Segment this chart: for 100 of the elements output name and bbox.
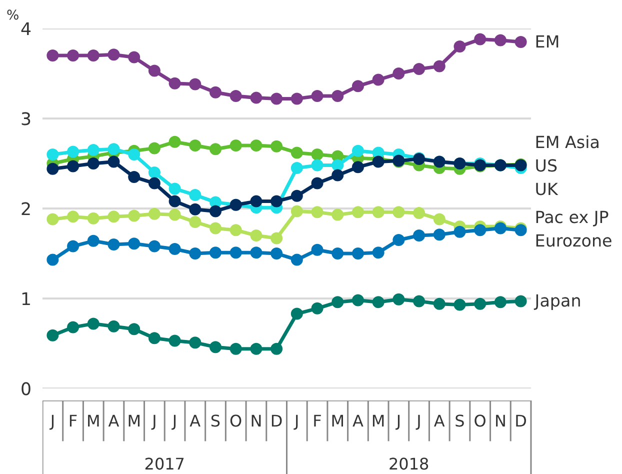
x-tick-label: M bbox=[86, 412, 100, 431]
x-tick-label: S bbox=[454, 412, 465, 431]
point bbox=[454, 226, 466, 238]
x-tick-label: M bbox=[127, 412, 141, 431]
x-tick-label: A bbox=[190, 412, 201, 431]
point bbox=[290, 254, 303, 266]
point bbox=[250, 195, 262, 208]
point bbox=[474, 33, 486, 46]
point bbox=[311, 302, 324, 314]
point bbox=[230, 342, 242, 355]
point bbox=[332, 169, 344, 182]
point bbox=[433, 228, 446, 241]
point bbox=[67, 160, 80, 172]
y-tick-label: 2 bbox=[20, 200, 32, 220]
x-tick-label: O bbox=[474, 412, 486, 431]
point bbox=[168, 136, 181, 148]
point bbox=[46, 162, 59, 175]
x-tick-label: N bbox=[494, 412, 506, 431]
x-tick-label: A bbox=[108, 412, 120, 431]
point bbox=[230, 140, 242, 152]
point bbox=[108, 320, 120, 332]
point bbox=[494, 34, 506, 46]
point bbox=[352, 161, 364, 174]
point bbox=[87, 318, 100, 330]
point bbox=[168, 243, 181, 255]
point bbox=[87, 144, 100, 156]
point bbox=[332, 90, 344, 102]
point bbox=[474, 298, 486, 310]
point bbox=[108, 156, 120, 168]
point bbox=[189, 140, 202, 152]
point bbox=[87, 158, 100, 170]
point bbox=[270, 195, 283, 208]
point bbox=[210, 86, 222, 98]
point bbox=[352, 80, 364, 92]
y-tick-label: 4 bbox=[20, 20, 32, 40]
point bbox=[148, 177, 160, 190]
point bbox=[250, 92, 262, 104]
point bbox=[311, 159, 324, 172]
x-tick-label: F bbox=[312, 412, 322, 431]
y-tick-label: 1 bbox=[20, 290, 32, 310]
point bbox=[392, 234, 405, 246]
point bbox=[210, 205, 222, 218]
point bbox=[189, 78, 202, 90]
point bbox=[108, 48, 120, 61]
point bbox=[392, 68, 405, 80]
y-axis-title: % bbox=[6, 8, 20, 24]
point bbox=[210, 246, 222, 259]
x-tick-label: J bbox=[294, 412, 300, 431]
point bbox=[270, 248, 283, 260]
point bbox=[514, 295, 527, 308]
point bbox=[413, 207, 426, 219]
point bbox=[87, 234, 100, 247]
point bbox=[413, 63, 426, 75]
point bbox=[372, 296, 384, 308]
point bbox=[46, 50, 59, 62]
point bbox=[67, 321, 80, 334]
x-tick-label: M bbox=[330, 412, 345, 431]
point bbox=[148, 332, 160, 344]
point bbox=[290, 308, 303, 320]
series-label: EM bbox=[534, 32, 560, 52]
point bbox=[433, 213, 446, 226]
x-tick-label: M bbox=[371, 412, 386, 431]
point bbox=[290, 190, 303, 202]
point bbox=[372, 206, 384, 218]
series-label: EM Asia bbox=[534, 133, 600, 152]
point bbox=[352, 294, 364, 306]
point bbox=[392, 206, 405, 218]
point bbox=[332, 159, 344, 172]
point bbox=[128, 323, 140, 336]
point bbox=[148, 166, 160, 178]
point bbox=[332, 296, 344, 308]
point bbox=[311, 148, 324, 160]
point bbox=[494, 296, 506, 308]
point bbox=[168, 77, 181, 90]
point bbox=[290, 92, 303, 105]
point bbox=[168, 208, 181, 221]
point bbox=[189, 248, 202, 260]
x-tick-label: J bbox=[151, 412, 157, 431]
x-tick-label: J bbox=[171, 412, 178, 431]
point bbox=[514, 36, 527, 48]
point bbox=[230, 90, 242, 102]
x-tick-label: S bbox=[210, 412, 221, 431]
point bbox=[433, 60, 446, 72]
point bbox=[46, 213, 59, 226]
point bbox=[290, 205, 303, 218]
point bbox=[128, 171, 140, 183]
point bbox=[250, 342, 262, 355]
point bbox=[311, 90, 324, 102]
point bbox=[250, 140, 262, 152]
point bbox=[230, 246, 242, 259]
series-label: Japan bbox=[534, 292, 582, 311]
x-tick-label: F bbox=[68, 412, 78, 431]
point bbox=[372, 246, 384, 259]
point bbox=[148, 64, 160, 77]
x-tick-label: O bbox=[230, 412, 242, 431]
x-tick-label: A bbox=[352, 412, 364, 431]
point bbox=[413, 295, 426, 308]
point bbox=[311, 177, 324, 190]
point bbox=[189, 203, 202, 216]
point bbox=[311, 244, 324, 256]
